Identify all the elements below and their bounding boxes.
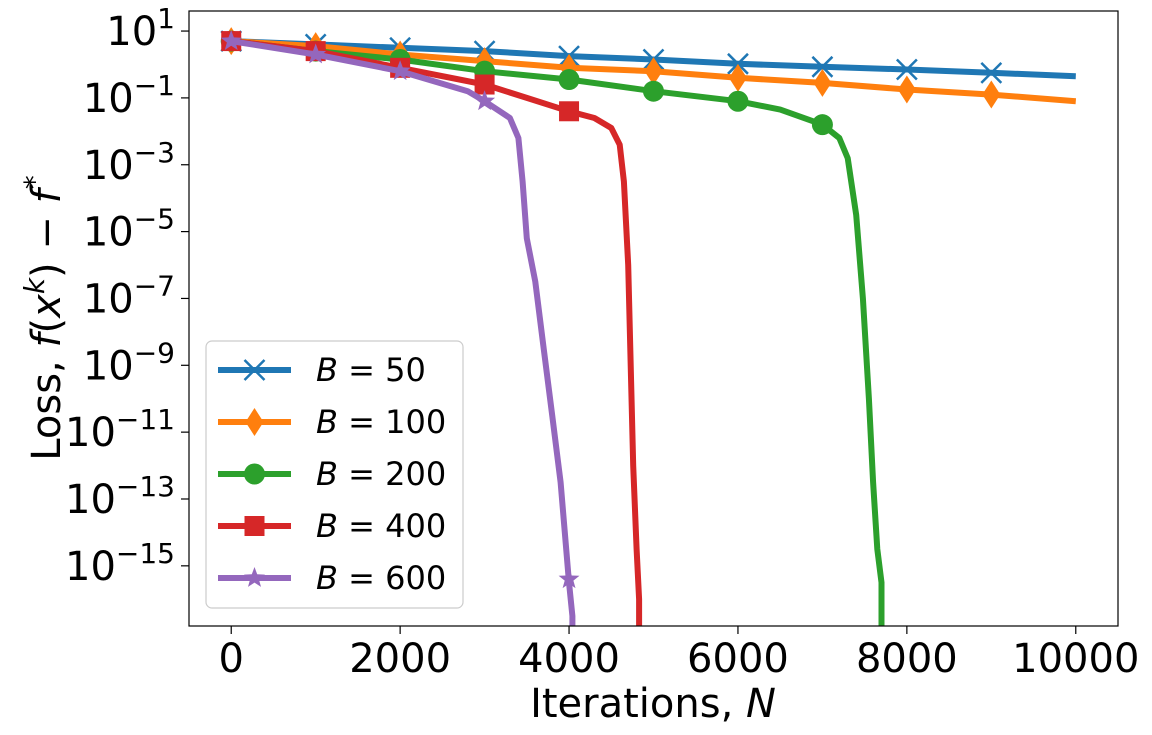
legend-marker <box>244 516 265 536</box>
data-point-marker <box>558 69 580 91</box>
data-point-marker <box>895 58 918 81</box>
legend-label: B = 400 <box>316 507 446 545</box>
x-tick-label: 10000 <box>1012 636 1139 682</box>
legend-item: B = 200 <box>218 455 446 493</box>
data-point-marker <box>558 568 580 589</box>
data-point-marker <box>728 63 747 92</box>
x-tick-label: 8000 <box>856 636 958 682</box>
x-axis: 0 2000 4000 6000 8000 10000 <box>219 626 1139 682</box>
data-point-marker <box>643 80 664 102</box>
data-point-marker <box>474 90 496 111</box>
legend-item: B = 100 <box>218 403 446 441</box>
legend-label: B = 50 <box>316 351 426 389</box>
x-tick-label: 0 <box>219 636 244 682</box>
legend-item: B = 600 <box>218 559 446 597</box>
series-layer <box>220 27 1077 626</box>
legend-label: B = 200 <box>316 455 446 493</box>
series-line <box>230 38 576 626</box>
data-point-marker <box>559 101 580 122</box>
legend-marker <box>244 567 265 587</box>
data-point-marker <box>811 55 834 78</box>
legend-marker <box>244 463 265 485</box>
x-tick-label: 4000 <box>518 636 620 682</box>
data-point-marker <box>727 90 749 112</box>
data-point-marker <box>982 80 1001 109</box>
series-5 <box>220 30 580 626</box>
data-point-marker <box>474 74 495 95</box>
legend-marker <box>245 408 264 436</box>
legend-label: B = 600 <box>316 559 446 597</box>
x-tick-label: 6000 <box>687 636 789 682</box>
y-tick-label: 101 <box>106 2 175 55</box>
data-point-marker <box>813 68 832 97</box>
legend: B = 50 B = 100 B = 200 B = 400 B = 600 <box>205 340 464 609</box>
data-point-marker <box>980 61 1003 84</box>
y-tick-label: 10−1 <box>83 69 175 122</box>
legend-item: B = 400 <box>218 507 446 545</box>
data-point-marker <box>389 60 411 81</box>
x-tick-label: 2000 <box>349 636 451 682</box>
data-point-marker <box>727 52 749 75</box>
legend-marker <box>243 359 266 381</box>
x-axis-label: Iterations, N <box>530 681 776 727</box>
legend-frame <box>205 340 464 609</box>
y-axis-label: Loss, f(xk) − f* <box>18 175 70 460</box>
data-point-marker <box>305 43 327 64</box>
series-line <box>230 38 885 626</box>
y-tick-label: 10−7 <box>83 269 175 322</box>
data-point-marker <box>644 57 663 86</box>
legend-item: B = 50 <box>218 351 426 389</box>
plot-frame <box>188 10 1119 627</box>
data-point-marker <box>897 75 916 104</box>
series-line <box>230 38 643 626</box>
series-4 <box>221 31 643 626</box>
data-point-marker <box>220 30 242 50</box>
data-point-marker <box>811 114 833 136</box>
legend-label: B = 100 <box>316 403 446 441</box>
